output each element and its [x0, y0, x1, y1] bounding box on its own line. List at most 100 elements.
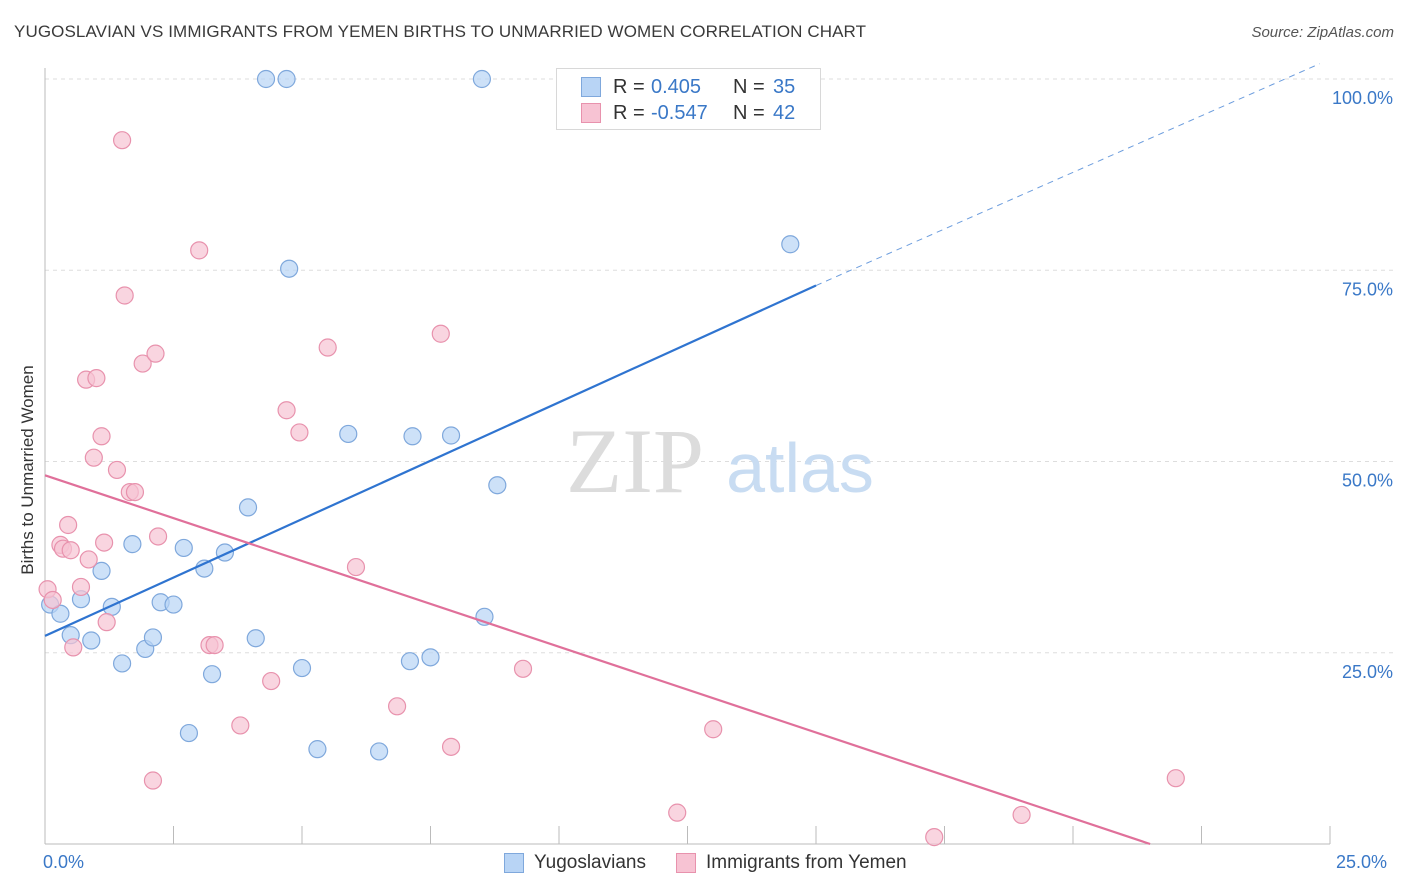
yemen-point: [64, 638, 83, 657]
yemen-point: [112, 131, 132, 150]
axes: [44, 68, 1331, 845]
yugoslavian-point: [403, 427, 422, 446]
yemen-point: [107, 460, 127, 480]
yugoslavian-point: [246, 629, 265, 648]
yugoslavian-point: [256, 69, 276, 89]
yemen-point: [87, 369, 106, 388]
yugoslavian-point: [280, 259, 299, 278]
yugoslavian-point: [781, 235, 800, 254]
legend-label: Immigrants from Yemen: [705, 852, 907, 873]
yugoslavian-point: [421, 648, 440, 667]
y-axis-label: Births to Unmarried Women: [18, 365, 37, 575]
yugoslavian-point: [308, 740, 327, 759]
yemen-point: [125, 483, 145, 502]
y-tick-label: 50.0%: [1342, 471, 1393, 491]
legend-row-yemen: R = -0.547 N = 42: [581, 100, 795, 126]
correlation-legend: R = 0.405 N = 35 R = -0.547 N = 42: [556, 68, 821, 130]
yemen-point: [146, 344, 165, 363]
yemen-point: [190, 241, 209, 260]
yugoslavian-point: [202, 665, 222, 684]
yemen-point: [318, 338, 337, 357]
yemen-point: [290, 423, 309, 442]
yemen-point: [148, 527, 168, 546]
yugoslavian-point: [102, 597, 121, 616]
yemen-point: [262, 671, 281, 691]
yugoslavian-point: [51, 604, 70, 623]
legend-item-yugoslavians: Yugoslavians: [504, 852, 646, 874]
yugoslavian-point: [277, 69, 296, 89]
watermark-atlas: atlas: [726, 429, 874, 507]
yemen-point: [387, 697, 407, 716]
yemen-point: [925, 828, 944, 847]
yemen-point: [43, 590, 62, 610]
pink-swatch: [581, 103, 601, 123]
n-label: N =: [733, 75, 765, 98]
n-value: 42: [773, 101, 796, 124]
n-label: N =: [733, 101, 765, 124]
yugoslavian-point: [292, 658, 312, 678]
grid-lines: [45, 78, 1395, 654]
data-points: [38, 69, 1185, 847]
yugoslavian-point: [143, 628, 163, 647]
watermark-zip: ZIP: [566, 410, 704, 512]
yemen-point: [205, 635, 224, 655]
yugoslavian-point: [488, 476, 507, 495]
y-tick-labels: 100.0% 75.0% 50.0% 25.0%: [1332, 88, 1393, 682]
yugoslavian-point: [441, 426, 461, 445]
yemen-point: [115, 286, 134, 305]
yugoslavian-trend-line: [44, 284, 817, 637]
yemen-point: [1166, 769, 1185, 788]
yemen-point: [143, 771, 163, 790]
yemen-point: [84, 448, 103, 467]
yemen-point: [97, 613, 116, 632]
yugoslavian-point: [370, 742, 389, 761]
yemen-point: [59, 515, 78, 535]
yemen-point: [513, 659, 533, 678]
yemen-point: [71, 577, 91, 597]
r-label: R =: [613, 75, 645, 98]
yugoslavian-point: [82, 631, 101, 650]
yemen-point: [431, 324, 450, 343]
yemen-point: [133, 354, 152, 373]
trend-lines: [44, 63, 1320, 846]
yugoslavian-point: [123, 535, 142, 554]
yemen-point: [95, 533, 114, 552]
yemen-point: [92, 427, 111, 446]
n-value: 35: [773, 75, 796, 98]
pink-swatch: [675, 853, 696, 873]
yugoslavian-point: [472, 69, 491, 89]
legend-row-yugoslavians: R = 0.405 N = 35: [581, 74, 795, 100]
r-label: R =: [613, 101, 645, 124]
yemen-point: [79, 550, 98, 569]
legend-item-yemen: Immigrants from Yemen: [675, 852, 907, 874]
yemen-point: [231, 716, 250, 735]
x-tick-label-min: 0.0%: [43, 852, 85, 872]
y-tick-label: 25.0%: [1342, 662, 1393, 682]
yemen-point: [441, 737, 461, 756]
yemen-point: [704, 720, 723, 739]
chart-title: YUGOSLAVIAN VS IMMIGRANTS FROM YEMEN BIR…: [14, 22, 867, 41]
yugoslavian-point: [238, 498, 258, 517]
yugoslavian-point: [174, 538, 193, 558]
yemen-point: [668, 803, 687, 822]
source-label: Source: ZipAtlas.com: [1251, 24, 1394, 41]
yugoslavian-point: [400, 652, 420, 671]
yemen-trend-line: [44, 474, 1151, 846]
y-tick-label: 100.0%: [1332, 88, 1393, 108]
yugoslavian-point: [179, 723, 199, 743]
yemen-point: [1012, 805, 1031, 825]
yugoslavian-point: [339, 424, 358, 444]
y-tick-label: 75.0%: [1342, 279, 1393, 299]
yemen-point: [346, 557, 366, 577]
yemen-point: [277, 401, 296, 420]
x-tick-label-max: 25.0%: [1336, 852, 1388, 872]
yugoslavian-point: [112, 654, 132, 673]
r-value: -0.547: [651, 101, 708, 124]
yugoslavian-point: [92, 561, 111, 580]
series-legend: Yugoslavians Immigrants from Yemen: [504, 852, 937, 874]
yugoslavian-trend-extension: [815, 63, 1320, 287]
r-value: 0.405: [651, 75, 702, 98]
blue-swatch: [581, 77, 601, 97]
yugoslavian-point: [164, 595, 183, 614]
